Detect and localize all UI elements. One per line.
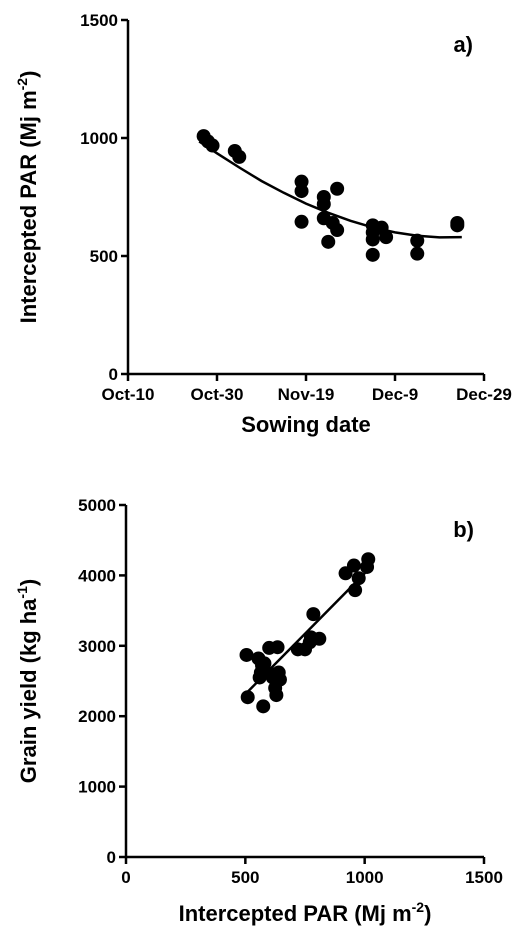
panel-a-x-ticks: Oct-10 Oct-30 Nov-19 Dec-9 Dec-29: [102, 374, 512, 404]
panel-a-data-point: [232, 149, 247, 164]
panel-b-x-axis-title: Intercepted PAR (Mj m-2): [179, 899, 432, 926]
panel-a-y-tick-label: 1500: [80, 11, 118, 30]
panel-a-data-point: [294, 214, 309, 229]
panel-a-x-tick-label: Nov-19: [278, 385, 335, 404]
panel-a-x-tick-label: Dec-29: [456, 385, 512, 404]
panel-b-y-ticks: 0 1000 2000 3000 4000 5000: [78, 496, 126, 867]
panel-b-x-tick-label: 1000: [346, 868, 384, 887]
panel-a-data-point: [365, 247, 380, 262]
panel-b-label: b): [453, 517, 474, 542]
panel-a-data-point: [410, 246, 425, 261]
panel-a-data-point: [330, 223, 345, 238]
panel-a-y-tick-label: 1000: [80, 129, 118, 148]
panel-b-data-point: [348, 583, 363, 598]
panel-b: 0 500 1000 1500 0 1000 2000 3000 4000 5000 b) In…: [14, 496, 503, 926]
panel-a-data-point: [205, 138, 220, 153]
panel-b-data-point: [270, 640, 285, 655]
panel-a-y-ticks: 0 500 1000 1500: [80, 11, 128, 384]
panel-b-y-tick-label: 2000: [78, 707, 116, 726]
panel-a-data-point: [330, 181, 345, 196]
panel-b-data-point: [361, 552, 376, 567]
panel-a-y-tick-label: 0: [109, 365, 118, 384]
panel-b-x-axis-title-close: ): [424, 901, 431, 926]
panel-a-y-axis-title: Intercepted PAR (Mj m-2): [14, 71, 41, 324]
panel-b-y-tick-label: 1000: [78, 778, 116, 797]
panel-b-data-point: [239, 647, 254, 662]
panel-a: Oct-10 Oct-30 Nov-19 Dec-9 Dec-29 0 500 1000 15…: [14, 11, 512, 437]
panel-b-y-axis-title-sup: -1: [14, 586, 30, 599]
panel-b-data-point: [256, 699, 271, 714]
panel-b-y-axis-title: Grain yield (kg ha-1): [14, 579, 41, 783]
panel-a-x-tick-label: Oct-30: [191, 385, 244, 404]
panel-a-data-point: [316, 197, 331, 212]
panel-b-y-tick-label: 5000: [78, 496, 116, 515]
panel-b-x-tick-label: 0: [121, 868, 130, 887]
panel-a-data-point: [365, 232, 380, 247]
panel-b-y-tick-label: 0: [107, 848, 116, 867]
panel-b-x-ticks: 0 500 1000 1500: [121, 857, 503, 887]
panel-a-y-axis-title-sup: -2: [14, 78, 30, 91]
panel-b-y-axis-title-close: ): [16, 579, 41, 586]
panel-b-points: [239, 552, 376, 714]
panel-b-x-tick-label: 1500: [465, 868, 503, 887]
panel-b-data-point: [272, 672, 287, 687]
panel-a-x-tick-label: Dec-9: [372, 385, 418, 404]
panel-b-data-point: [346, 558, 361, 573]
panel-a-points: [196, 129, 465, 262]
panel-a-y-axis-title-main: Intercepted PAR (Mj m: [16, 90, 41, 323]
panel-b-data-point: [312, 631, 327, 646]
panel-a-data-point: [410, 233, 425, 248]
panel-b-data-point: [351, 571, 366, 586]
panel-a-y-axis-title-close: ): [16, 71, 41, 78]
panel-a-y-tick-label: 500: [90, 247, 118, 266]
panel-a-x-axis-title: Sowing date: [241, 412, 371, 437]
panel-b-data-point: [306, 607, 321, 622]
panel-b-y-axis-title-main: Grain yield (kg ha: [16, 598, 41, 783]
panel-b-data-point: [257, 656, 272, 671]
panel-b-data-point: [240, 690, 255, 705]
panel-b-x-axis-title-sup: -2: [412, 899, 425, 915]
panel-b-y-tick-label: 3000: [78, 637, 116, 656]
panel-b-y-tick-label: 4000: [78, 566, 116, 585]
panel-a-label: a): [453, 32, 473, 57]
panel-a-x-tick-label: Oct-10: [102, 385, 155, 404]
panel-a-data-point: [321, 234, 336, 249]
panel-a-data-point: [294, 184, 309, 199]
panel-a-data-point: [450, 218, 465, 233]
panel-b-data-point: [269, 688, 284, 703]
panel-a-data-point: [379, 230, 394, 245]
panel-b-x-tick-label: 500: [231, 868, 259, 887]
panel-b-x-axis-title-main: Intercepted PAR (Mj m: [179, 901, 412, 926]
